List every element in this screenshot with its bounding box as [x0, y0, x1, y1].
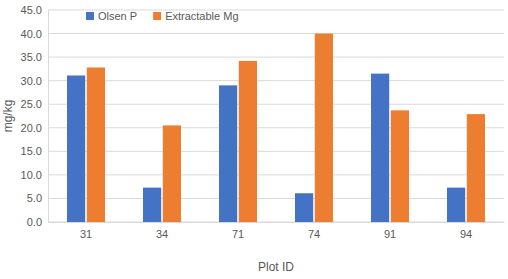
y-tick: 35.0 [21, 51, 48, 63]
x-tick: 34 [156, 222, 168, 240]
legend-item: Extractable Mg [153, 10, 238, 22]
bar [219, 85, 237, 222]
grid-line [48, 127, 504, 128]
y-tick-label: 30.0 [21, 75, 42, 87]
bar [239, 61, 257, 222]
legend: Olsen P Extractable Mg [86, 10, 239, 22]
y-tick: 45.0 [21, 4, 48, 16]
grid-line [48, 198, 504, 199]
x-tick-label: 34 [156, 228, 168, 240]
bar [467, 114, 485, 222]
plot: 0.0 5.0 10.0 15.0 20.0 25.0 30.0 35.0 40.0 45.0 31… [21, 4, 505, 240]
x-tick-label: 31 [80, 228, 92, 240]
bar [163, 125, 181, 222]
y-tick-label: 15.0 [21, 145, 42, 157]
legend-label: Extractable Mg [165, 10, 238, 22]
y-tick-label: 20.0 [21, 122, 42, 134]
bar [87, 67, 105, 222]
x-tick-label: 94 [460, 228, 472, 240]
y-tick: 10.0 [21, 169, 48, 181]
bar-series [87, 34, 485, 222]
x-tick: 71 [232, 222, 244, 240]
grid-line [48, 104, 504, 105]
chart: 0.0 5.0 10.0 15.0 20.0 25.0 30.0 35.0 40.0 45.0 31… [0, 0, 508, 279]
bar [67, 75, 85, 222]
bar [447, 188, 465, 222]
x-tick-label: 91 [384, 228, 396, 240]
x-tick: 31 [80, 222, 92, 240]
y-tick-label: 0.0 [27, 216, 42, 228]
x-tick-label: 74 [308, 228, 320, 240]
y-axis-title: mg/kg [1, 100, 15, 133]
y-tick-label: 25.0 [21, 98, 42, 110]
y-tick-label: 40.0 [21, 28, 42, 40]
x-tick: 94 [460, 222, 472, 240]
bar [371, 74, 389, 222]
bar [391, 110, 409, 222]
grid-line [48, 80, 504, 81]
y-axis-line [48, 11, 49, 223]
grid-line [48, 33, 504, 34]
y-tick-label: 35.0 [21, 51, 42, 63]
y-tick-label: 45.0 [21, 4, 42, 16]
bars [67, 34, 485, 222]
grid-line [48, 57, 504, 58]
x-tick-label: 71 [232, 228, 244, 240]
bar [295, 193, 313, 222]
x-axis-title: Plot ID [258, 260, 294, 274]
x-axis-line [49, 222, 505, 223]
grid-line [48, 222, 504, 223]
y-tick-label: 10.0 [21, 169, 42, 181]
bar [143, 188, 161, 222]
y-axis: 0.0 5.0 10.0 15.0 20.0 25.0 30.0 35.0 40.0 45.0 [21, 4, 49, 228]
x-tick: 74 [308, 222, 320, 240]
grid-line [48, 151, 504, 152]
bar [315, 34, 333, 222]
legend-swatch [153, 12, 161, 20]
legend-swatch [86, 12, 94, 20]
legend-item: Olsen P [86, 10, 137, 22]
y-tick-label: 5.0 [27, 192, 42, 204]
y-tick: 40.0 [21, 28, 48, 40]
x-axis: 31 34 71 74 91 94 [49, 222, 505, 240]
y-tick: 5.0 [27, 192, 48, 204]
y-tick: 25.0 [21, 98, 48, 110]
legend-label: Olsen P [98, 10, 137, 22]
x-tick: 91 [384, 222, 396, 240]
grid-line [48, 174, 504, 175]
grid [48, 10, 504, 222]
y-tick: 30.0 [21, 75, 48, 87]
bar-series [67, 74, 465, 222]
y-tick: 0.0 [27, 216, 48, 228]
y-tick: 20.0 [21, 122, 48, 134]
y-tick: 15.0 [21, 145, 48, 157]
